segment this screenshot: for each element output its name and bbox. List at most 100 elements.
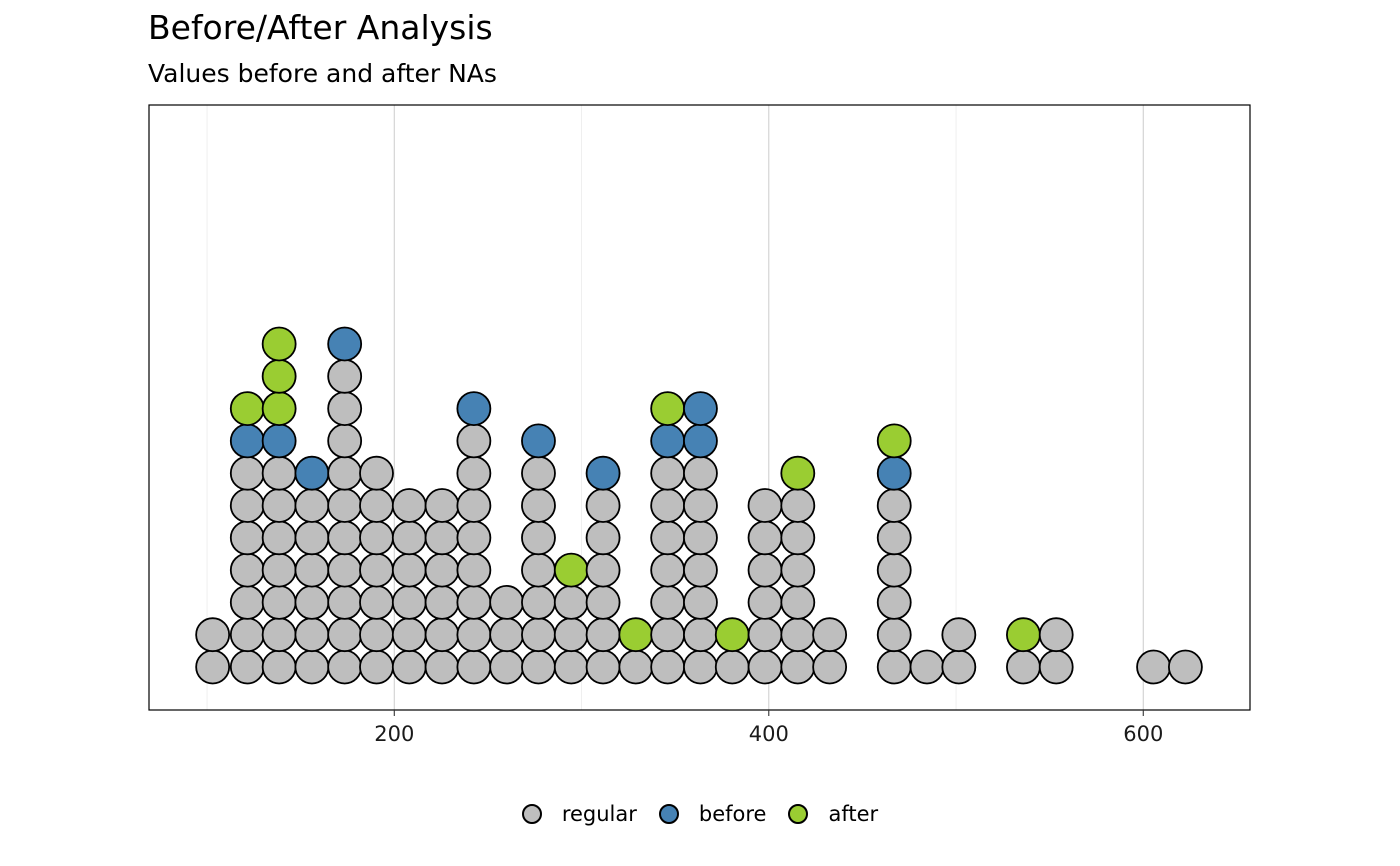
dot-before <box>229 423 265 459</box>
dot-regular <box>553 617 589 653</box>
dot-regular <box>650 488 686 523</box>
dot-regular <box>747 520 783 556</box>
dot-regular <box>780 649 816 685</box>
dot-regular <box>327 455 363 491</box>
dot-regular <box>424 520 460 556</box>
dot-regular <box>195 649 231 685</box>
dot-regular <box>261 585 297 620</box>
dot-regular <box>650 617 686 653</box>
x-tick-label: 600 <box>1123 722 1163 746</box>
dot-regular <box>391 520 427 556</box>
dot-regular <box>553 649 589 685</box>
dot-regular <box>876 617 912 653</box>
legend-label-after: after <box>828 802 879 826</box>
dot-regular <box>521 649 556 685</box>
dot-after <box>1006 617 1041 653</box>
x-tick-label: 400 <box>749 722 789 746</box>
dot-regular <box>391 649 427 685</box>
dot-regular <box>456 649 492 685</box>
dot-regular <box>1038 617 1074 653</box>
dot-regular <box>521 455 556 491</box>
dot-regular <box>359 585 394 620</box>
plot-panel-border <box>148 104 1251 711</box>
dot-regular <box>780 617 816 653</box>
dot-regular <box>456 423 492 459</box>
dot-regular <box>1038 649 1074 685</box>
dot-regular <box>812 617 848 653</box>
legend: regular before after <box>0 798 1400 830</box>
dot-regular <box>424 552 460 588</box>
dot-regular <box>229 520 265 556</box>
dot-regular <box>424 585 460 620</box>
legend-key-before <box>658 804 679 824</box>
dot-after <box>714 617 750 653</box>
dot-regular <box>1168 649 1203 685</box>
dot-before <box>585 455 621 491</box>
dot-regular <box>941 617 977 653</box>
dot-before <box>261 423 297 459</box>
dot-regular <box>747 552 783 588</box>
dot-regular <box>714 649 750 685</box>
dot-regular <box>327 488 363 523</box>
dot-regular <box>585 488 621 523</box>
dot-regular <box>747 649 783 685</box>
dot-regular <box>229 552 265 588</box>
dot-after <box>553 552 589 588</box>
dot-after <box>229 391 265 427</box>
dot-regular <box>261 520 297 556</box>
dot-regular <box>585 520 621 556</box>
dot-regular <box>359 617 394 653</box>
dot-regular <box>359 488 394 523</box>
dot-before <box>521 423 556 459</box>
chart-title: Before/After Analysis <box>148 8 493 47</box>
dot-regular <box>294 585 330 620</box>
dot-regular <box>585 617 621 653</box>
dot-regular <box>261 617 297 653</box>
dot-regular <box>327 585 363 620</box>
x-tick-label: 200 <box>374 722 414 746</box>
dot-regular <box>195 617 231 653</box>
dot-regular <box>683 520 718 556</box>
dot-regular <box>521 617 556 653</box>
dot-regular <box>521 585 556 620</box>
dot-regular <box>489 617 525 653</box>
dot-regular <box>294 552 330 588</box>
dot-regular <box>650 585 686 620</box>
chart-subtitle: Values before and after NAs <box>148 59 497 88</box>
dot-regular <box>327 423 363 459</box>
dot-regular <box>261 649 297 685</box>
dot-regular <box>424 649 460 685</box>
dot-regular <box>683 455 718 491</box>
dot-regular <box>747 488 783 523</box>
dot-regular <box>327 617 363 653</box>
dot-regular <box>261 488 297 523</box>
dot-regular <box>391 617 427 653</box>
dot-regular <box>327 520 363 556</box>
dot-regular <box>650 649 686 685</box>
dot-after <box>261 391 297 427</box>
dot-regular <box>327 391 363 427</box>
dot-regular <box>683 617 718 653</box>
dot-after <box>618 617 654 653</box>
dot-regular <box>456 617 492 653</box>
dot-before <box>650 423 686 459</box>
x-axis: 200 400 600 <box>374 710 1163 746</box>
dot-regular <box>585 649 621 685</box>
legend-label-before: before <box>698 802 767 826</box>
dot-regular <box>683 649 718 685</box>
dot-regular <box>1006 649 1041 685</box>
dot-regular <box>261 455 297 491</box>
legend-label-regular: regular <box>561 802 637 826</box>
dot-regular <box>909 649 945 685</box>
dot-regular <box>294 520 330 556</box>
dot-regular <box>424 488 460 523</box>
dot-regular <box>812 649 848 685</box>
dot-regular <box>456 585 492 620</box>
dot-regular <box>294 649 330 685</box>
dot-regular <box>585 585 621 620</box>
dot-regular <box>456 488 492 523</box>
dot-after <box>780 455 816 491</box>
dot-regular <box>618 649 654 685</box>
dot-before <box>294 455 330 491</box>
